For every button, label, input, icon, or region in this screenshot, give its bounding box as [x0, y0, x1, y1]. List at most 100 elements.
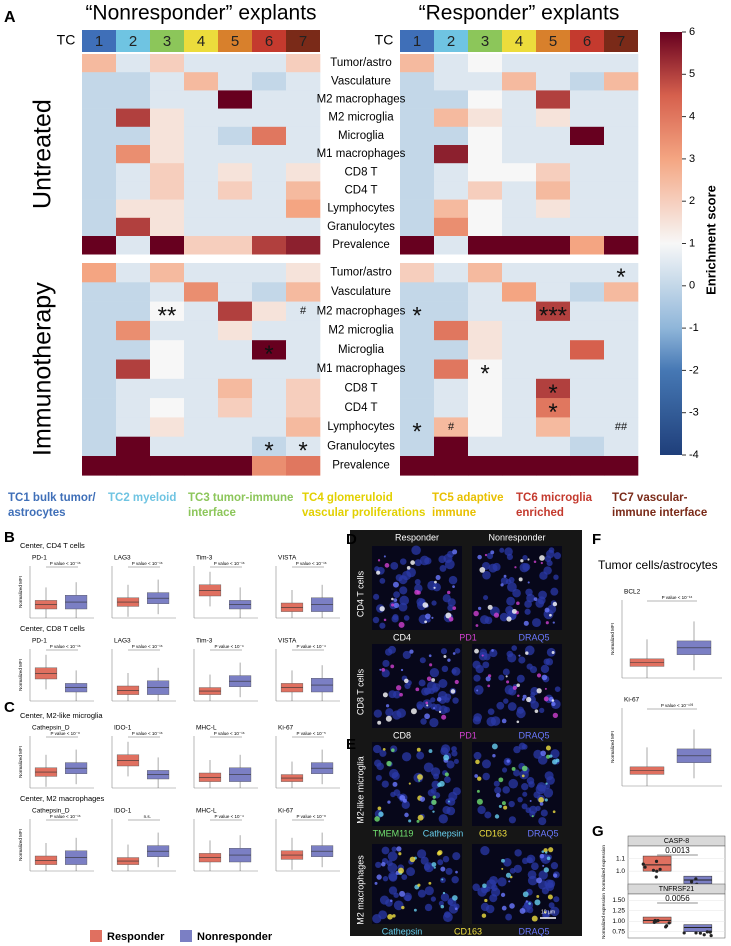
- stain: [544, 687, 547, 690]
- heatmap-cell: [434, 320, 469, 341]
- nucleus: [429, 717, 439, 728]
- stain: [478, 606, 482, 611]
- heatmap-cell: [218, 301, 253, 322]
- nucleus: [527, 875, 538, 886]
- heatmap-cell: [502, 340, 537, 360]
- nucleus: [428, 805, 434, 811]
- nucleus: [381, 846, 390, 855]
- colorbar-tick-label: -4: [689, 449, 699, 461]
- stain: [429, 663, 433, 667]
- nucleus: [399, 595, 410, 606]
- heatmap-cell: [604, 378, 639, 399]
- heatmap-cell: [604, 417, 639, 437]
- significance-mark: *: [548, 380, 557, 407]
- panel-label: D: [346, 531, 357, 548]
- nucleus: [502, 668, 510, 676]
- point: [709, 933, 713, 938]
- stain: [511, 608, 517, 614]
- nucleus: [473, 751, 482, 760]
- heatmap-cell: [82, 90, 117, 109]
- nucleus: [374, 759, 382, 767]
- point: [694, 877, 698, 881]
- colorbar-tick-label: 4: [689, 111, 695, 123]
- stain: [428, 881, 432, 885]
- heatmap-cell: [400, 378, 435, 399]
- stain: [549, 754, 553, 758]
- heatmap-cell: [286, 145, 321, 164]
- nucleus: [429, 667, 440, 678]
- p-value-label: P value < 10⁻⁴: [297, 644, 326, 649]
- stain: [374, 816, 380, 822]
- row-label: Prevalence: [332, 239, 390, 251]
- nucleus: [445, 867, 453, 875]
- heatmap-cell: [434, 417, 469, 437]
- stain: [522, 694, 527, 699]
- heatmap-cell: [218, 359, 253, 380]
- nucleus: [451, 750, 458, 757]
- stain: [484, 898, 488, 903]
- point: [654, 919, 658, 923]
- box: [683, 924, 713, 932]
- heatmap-cell: [184, 217, 219, 237]
- nucleus: [480, 845, 490, 856]
- point: [698, 931, 702, 935]
- stain: [501, 867, 504, 870]
- nucleus: [517, 796, 523, 803]
- heatmap-cell: [184, 359, 219, 380]
- panel-label: C: [4, 699, 15, 716]
- marker-label: PD-1: [32, 555, 47, 562]
- stain: [417, 774, 423, 780]
- nucleus: [524, 600, 532, 608]
- stain: [500, 583, 504, 587]
- stain: [443, 754, 450, 761]
- heatmap-cell: [116, 108, 151, 128]
- heatmap-cell: [604, 217, 639, 237]
- heatmap-cell: [150, 378, 185, 399]
- nucleus: [537, 755, 548, 765]
- heatmap-cell: [400, 108, 435, 128]
- heatmap-cell: [116, 54, 151, 73]
- nucleus: [437, 859, 444, 866]
- stain: [455, 870, 458, 874]
- heatmap-cell: [570, 72, 605, 91]
- stain: [527, 558, 530, 561]
- nucleus: [513, 864, 522, 873]
- nucleus: [546, 560, 553, 567]
- heatmap-cell: [604, 398, 639, 418]
- heatmap-cell: [502, 217, 537, 237]
- stain: [438, 710, 442, 714]
- stain: [447, 800, 450, 803]
- nucleus: [418, 679, 426, 687]
- stain: [447, 590, 451, 595]
- nucleus: [511, 645, 518, 651]
- stain: [452, 585, 455, 589]
- stain: [408, 819, 412, 823]
- stain: [442, 891, 446, 895]
- nucleus: [550, 699, 561, 710]
- heatmap-cell: [252, 417, 287, 437]
- heatmap-cell: [116, 301, 151, 322]
- nucleus: [447, 604, 454, 612]
- stain: [377, 806, 382, 811]
- stain: [390, 664, 395, 669]
- box: [642, 855, 672, 872]
- heatmap-cell: [502, 54, 537, 73]
- nucleus: [544, 771, 554, 781]
- heatmap-cell: [502, 378, 537, 399]
- stain: [521, 765, 528, 772]
- heatmap-cell: [604, 320, 639, 341]
- stain: [525, 651, 529, 655]
- y-tick-label: 1.25: [612, 907, 625, 914]
- heatmap-cell: [116, 282, 151, 302]
- stain: [387, 800, 391, 804]
- stain: [543, 696, 549, 702]
- stain: [514, 566, 517, 569]
- stain: [432, 795, 436, 799]
- p-value-label: P value < 10⁻¹⁶: [132, 561, 163, 566]
- heatmap-cell: [184, 340, 219, 360]
- heatmap-cell: [218, 54, 253, 73]
- nucleus: [373, 709, 382, 718]
- row-label: Tumor/astro: [330, 267, 392, 279]
- stain: [536, 688, 542, 694]
- nucleus: [453, 903, 460, 910]
